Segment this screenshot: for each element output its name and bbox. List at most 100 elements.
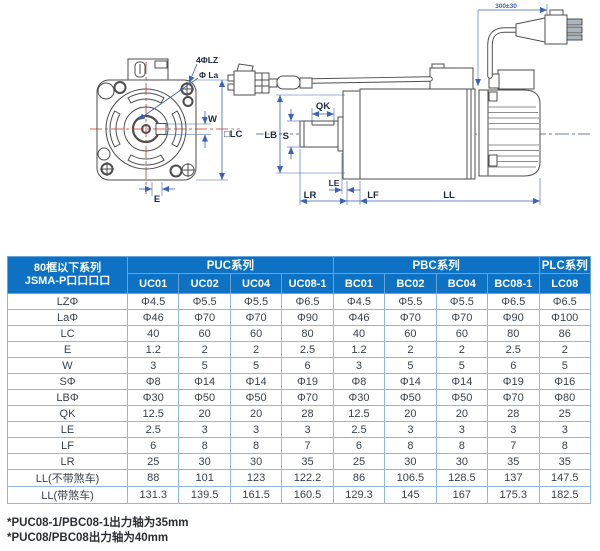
model-header: BC02: [384, 273, 437, 294]
spec-row-label: LZΦ: [7, 293, 128, 310]
spec-value-cell: 35: [487, 453, 540, 470]
spec-row: LaΦ Φ46 Φ70 Φ70 Φ90 Φ46 Φ70 Φ70 Φ90 Φ100: [7, 309, 591, 326]
key-offset-label: E: [154, 194, 160, 205]
bolt-holes-label: 4ΦLZ: [196, 55, 218, 65]
shaft-collar: [337, 116, 344, 152]
spec-value-cell: 60: [178, 325, 231, 342]
model-header: BC01: [332, 273, 386, 294]
spec-value-cell: Φ14: [384, 373, 437, 390]
spec-value-cell: 3: [281, 421, 334, 438]
spec-value-cell: 3: [126, 357, 180, 374]
spec-value-cell: Φ70: [281, 389, 334, 406]
footnotes: *PUC08-1/PBC08-1出力轴为35mm *PUC08/PBC08出力轴…: [7, 516, 189, 546]
spec-value-cell: Φ30: [332, 389, 386, 406]
spec-value-cell: 3: [435, 421, 489, 438]
front-flange: [342, 90, 361, 180]
spec-value-cell: 8: [178, 437, 231, 454]
motor-body: [359, 88, 476, 180]
spec-value-cell: 128.5: [435, 469, 489, 487]
spec-value-cell: 86: [538, 325, 591, 342]
cable-gland-box: [497, 69, 535, 90]
spec-row: QK 12.5 20 20 28 12.5 20 20 28 25: [7, 405, 591, 422]
boss-dia-label: LB: [264, 130, 277, 141]
spec-value-cell: Φ14: [229, 373, 283, 390]
series-group-header: PUC系列: [127, 256, 334, 274]
frame-size-label: □LC: [224, 129, 243, 140]
spec-value-cell: 131.3: [126, 486, 180, 504]
spec-value-cell: 145: [384, 486, 437, 504]
spec-value-cell: 2: [435, 341, 489, 358]
terminal-box: [429, 67, 474, 90]
spec-value-cell: 25: [538, 405, 591, 422]
spec-value-cell: 86: [332, 469, 386, 487]
spec-value-cell: 6: [281, 357, 334, 374]
spec-value-cell: 60: [435, 325, 489, 342]
key-width-label: W: [208, 114, 217, 125]
spec-value-cell: 40: [332, 325, 386, 342]
power-connector: [515, 9, 583, 45]
spec-row: LF 6 8 8 7 6 8 8 7 8: [7, 437, 591, 454]
spec-value-cell: 137: [487, 469, 540, 487]
spec-value-cell: Φ19: [281, 373, 334, 390]
spec-row: LZΦ Φ4.5 Φ5.5 Φ5.5 Φ6.5 Φ4.5 Φ5.5 Φ5.5 Φ6.5 Φ6.5: [7, 293, 591, 310]
spec-value-cell: 5: [229, 357, 283, 374]
spec-value-cell: 20: [229, 405, 283, 422]
spec-value-cell: Φ6.5: [281, 293, 334, 310]
series-group-header: PBC系列: [332, 256, 540, 274]
spec-value-cell: Φ50: [384, 389, 437, 406]
spec-value-cell: Φ90: [487, 309, 540, 326]
spec-value-cell: 2.5: [332, 421, 386, 438]
spec-value-cell: 25: [126, 453, 180, 470]
spec-value-cell: 2: [538, 341, 591, 358]
spec-value-cell: 5: [178, 357, 231, 374]
spec-value-cell: 60: [229, 325, 283, 342]
spec-row: E 1.2 2 2 2.5 1.2 2 2 2.5 2: [7, 341, 591, 358]
spec-value-cell: 20: [178, 405, 231, 422]
spec-value-cell: Φ30: [126, 389, 180, 406]
spec-value-cell: Φ90: [281, 309, 334, 326]
spec-value-cell: 122.2: [281, 469, 334, 487]
spec-value-cell: Φ8: [126, 373, 180, 390]
model-header: BC04: [435, 273, 489, 294]
spec-value-cell: Φ70: [178, 309, 231, 326]
shaft-dia-label: S: [283, 131, 289, 142]
spec-row-label: W: [7, 357, 128, 374]
spec-value-cell: 2.5: [281, 341, 334, 358]
spec-value-cell: 101: [178, 469, 231, 487]
spec-value-cell: 3: [538, 421, 591, 438]
table-corner-header: 80框以下系列 JSMA-P口口口口: [7, 256, 128, 294]
spec-value-cell: Φ70: [384, 309, 437, 326]
spec-value-cell: Φ6.5: [487, 293, 540, 310]
spec-row-label: LBΦ: [7, 389, 128, 406]
spec-value-cell: 123: [229, 469, 283, 487]
spec-row-label: LE: [7, 421, 128, 438]
spec-value-cell: Φ16: [538, 373, 591, 390]
spec-value-cell: 30: [178, 453, 231, 470]
spec-value-cell: 30: [435, 453, 489, 470]
spec-table: 80框以下系列 JSMA-P口口口口 PUC系列 PBC系列 PLC系列 UC01 UC02…: [7, 256, 591, 504]
spec-row: LC 40 60 60 80 40 60 60 80 86: [7, 325, 591, 342]
spec-value-cell: 5: [538, 357, 591, 374]
arc-slots: [109, 92, 183, 166]
model-header: UC08-1: [281, 273, 334, 294]
front-dimensions: 4ΦLZ Φ La W □LC E: [137, 54, 244, 206]
encoder-cable: [268, 75, 433, 90]
spec-value-cell: Φ4.5: [126, 293, 180, 310]
lr-label: LR: [304, 190, 317, 201]
spec-value-cell: Φ6.5: [538, 293, 591, 310]
spec-value-cell: 35: [281, 453, 334, 470]
spec-value-cell: Φ46: [126, 309, 180, 326]
pilot-dia-label: Φ La: [199, 70, 219, 80]
footnote-line: *PUC08-1/PBC08-1出力轴为35mm: [7, 517, 189, 529]
spec-row-label: E: [7, 341, 128, 358]
spec-value-cell: 3: [487, 421, 540, 438]
spec-value-cell: Φ5.5: [384, 293, 437, 310]
spec-value-cell: 160.5: [281, 486, 334, 504]
spec-value-cell: 7: [487, 437, 540, 454]
spec-value-cell: Φ70: [435, 309, 489, 326]
spec-value-cell: Φ5.5: [435, 293, 489, 310]
power-cable: [487, 27, 519, 79]
spec-value-cell: 8: [435, 437, 489, 454]
spec-value-cell: 2: [229, 341, 283, 358]
spec-row-label: LL(不带煞车): [7, 469, 128, 487]
